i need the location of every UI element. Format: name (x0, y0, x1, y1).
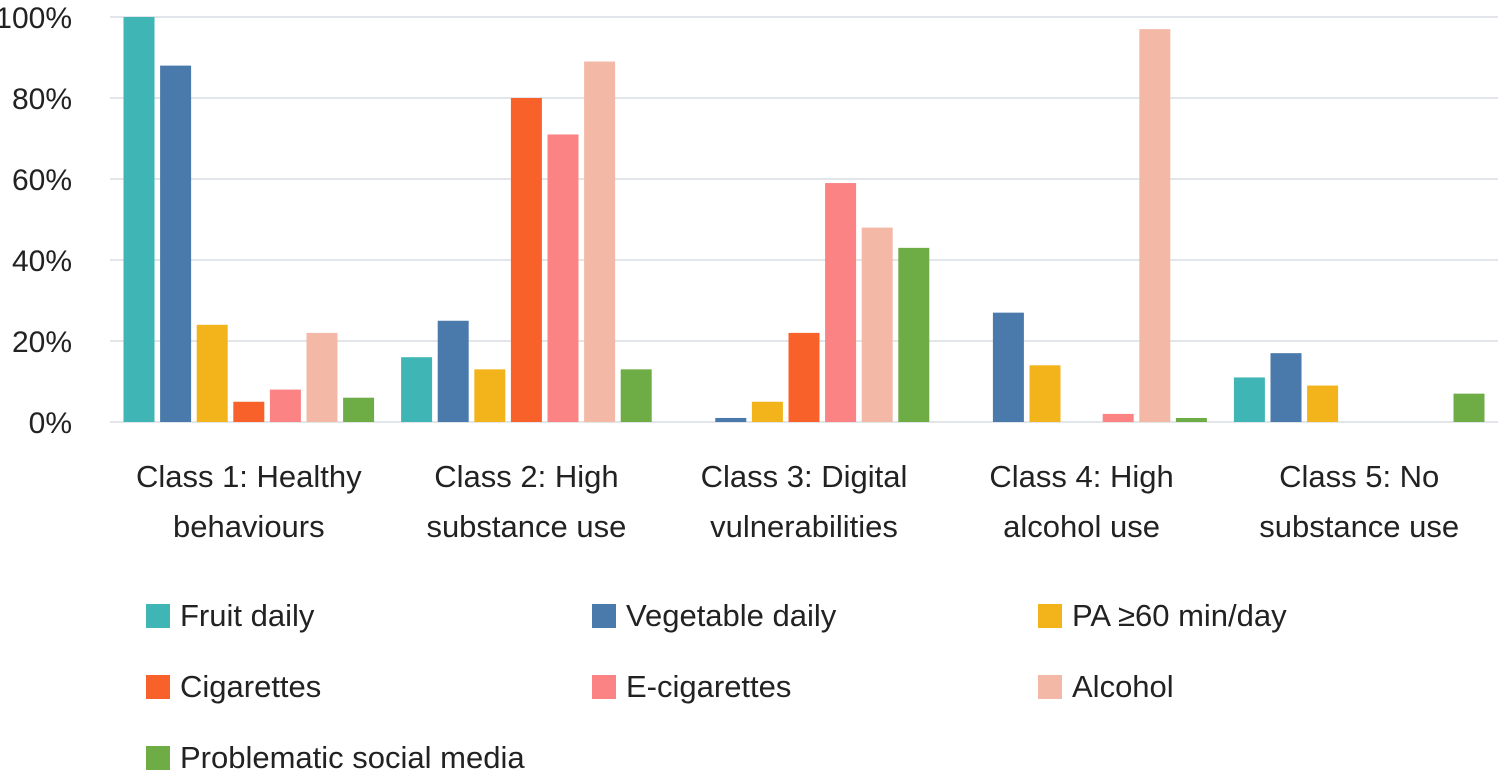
bar (1029, 365, 1061, 422)
bar (751, 401, 783, 422)
legend-label: Problematic social media (180, 740, 525, 775)
x-tick-label: Class 4: High (989, 459, 1173, 494)
legend-swatch (146, 604, 170, 628)
legend-swatch (592, 604, 616, 628)
legend-item: Alcohol (1038, 669, 1174, 704)
bar (620, 369, 652, 422)
legend-label: Fruit daily (180, 598, 315, 633)
legend-label: Alcohol (1072, 669, 1174, 704)
bar (584, 61, 616, 423)
legend-swatch (146, 675, 170, 699)
legend-label: Vegetable daily (626, 598, 837, 633)
x-tick-label: substance use (1259, 509, 1459, 544)
bar (1102, 413, 1134, 422)
x-tick-label: vulnerabilities (710, 509, 898, 544)
bar (269, 389, 301, 422)
bar (401, 357, 433, 422)
y-tick-label: 60% (12, 164, 72, 197)
x-tick-label: behaviours (173, 509, 325, 544)
grid-layer (110, 16, 1498, 423)
y-tick-label: 20% (12, 326, 72, 359)
x-tick-label: Class 5: No (1279, 459, 1439, 494)
bar (825, 183, 857, 422)
bar (547, 134, 579, 422)
bar (861, 227, 893, 422)
bar (1139, 29, 1171, 423)
legend-item: PA ≥60 min/day (1038, 598, 1287, 633)
bar (437, 320, 469, 422)
axis-layer: 0% 20% 40% 60% 80% 100% Class 1: Healthy behavi… (0, 2, 1459, 544)
bar (1307, 385, 1339, 422)
legend-swatch (1038, 675, 1062, 699)
bar (898, 247, 930, 422)
bar (1175, 417, 1207, 422)
legend-swatch (1038, 604, 1062, 628)
legend-label: Cigarettes (180, 669, 321, 704)
bar (306, 332, 338, 422)
bar (992, 312, 1024, 422)
bar (343, 397, 375, 422)
x-tick-label: Class 2: High (434, 459, 618, 494)
bars-layer (123, 17, 1485, 423)
legend: Fruit daily Vegetable daily PA ≥60 min/day… (146, 598, 1287, 775)
bar (196, 324, 228, 422)
bar (160, 65, 192, 422)
y-tick-label: 0% (29, 407, 72, 440)
x-tick-label: Class 1: Healthy (136, 459, 362, 494)
legend-label: PA ≥60 min/day (1072, 598, 1287, 633)
x-tick-label: substance use (426, 509, 626, 544)
legend-item: E-cigarettes (592, 669, 791, 704)
legend-swatch (146, 746, 170, 770)
legend-item: Fruit daily (146, 598, 315, 633)
bar (123, 17, 155, 422)
legend-item: Cigarettes (146, 669, 321, 704)
bar (1233, 377, 1265, 422)
bar (510, 98, 542, 422)
x-tick-label: alcohol use (1003, 509, 1160, 544)
legend-label: E-cigarettes (626, 669, 791, 704)
y-tick-label: 40% (12, 245, 72, 278)
bar (788, 332, 820, 422)
legend-item: Vegetable daily (592, 598, 837, 633)
bar (1453, 393, 1485, 422)
bar (474, 369, 506, 422)
legend-swatch (592, 675, 616, 699)
bar (1270, 353, 1302, 422)
bar (715, 417, 747, 422)
x-tick-label: Class 3: Digital (701, 459, 908, 494)
y-tick-label: 100% (0, 2, 72, 35)
legend-item: Problematic social media (146, 740, 525, 775)
bar (233, 401, 265, 422)
y-tick-label: 80% (12, 83, 72, 116)
